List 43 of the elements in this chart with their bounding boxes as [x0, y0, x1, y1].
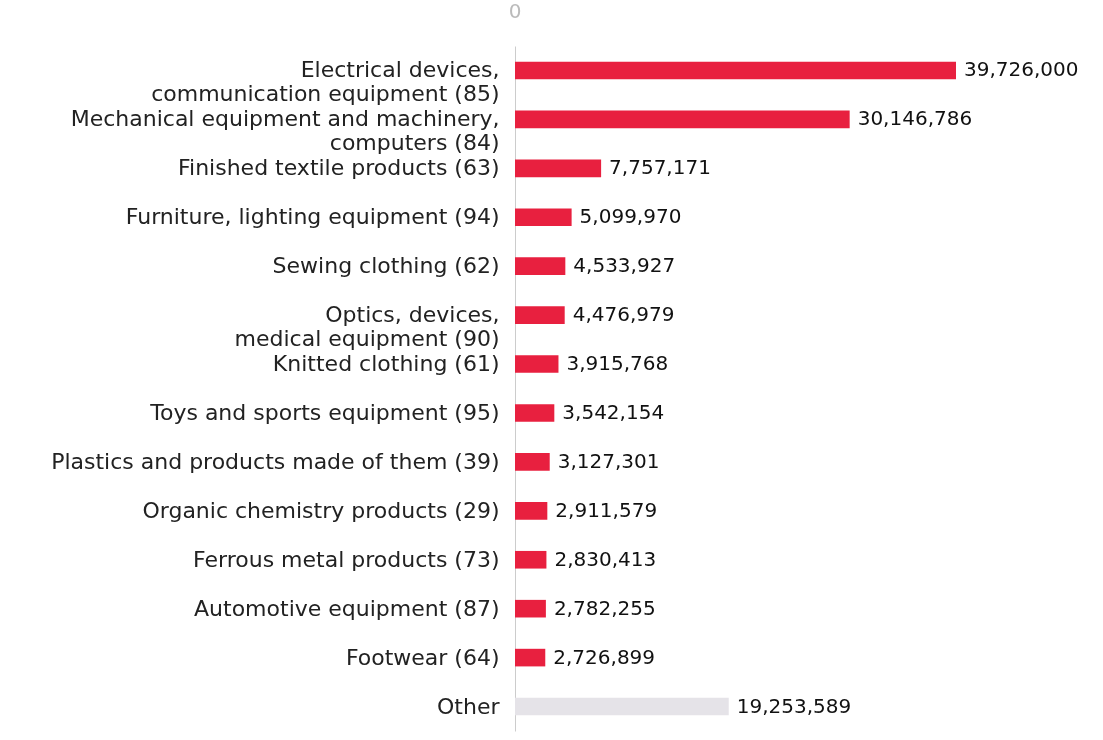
y-tick-label: Other	[437, 693, 501, 719]
bar	[515, 208, 572, 227]
y-tick-label: Footwear (64)	[345, 644, 500, 670]
data-label: 2,782,255	[553, 595, 656, 620]
data-label: 30,146,786	[857, 106, 973, 131]
data-label: 39,726,000	[964, 57, 1079, 82]
bar	[515, 159, 602, 178]
y-tick-label: Ferrous metal products (73)	[193, 546, 500, 572]
y-tick-label: Mechanical equipment and machinery, computers (84)	[70, 106, 500, 156]
bar	[515, 599, 546, 618]
bar	[515, 110, 850, 129]
data-label: 2,726,899	[553, 644, 656, 669]
bar	[515, 306, 565, 324]
bar	[515, 355, 559, 373]
data-label: 3,127,301	[557, 448, 660, 473]
y-tick-label: Furniture, lighting equipment (94)	[125, 204, 500, 230]
data-label: 4,476,979	[572, 302, 675, 327]
bar	[515, 453, 550, 471]
data-label: 4,533,927	[573, 253, 676, 278]
bar	[515, 61, 956, 80]
y-tick-label: Finished textile products (63)	[177, 155, 500, 181]
bar	[515, 502, 548, 520]
data-label: 5,099,970	[579, 204, 682, 229]
data-label: 7,757,171	[609, 155, 711, 180]
data-label: 3,915,768	[566, 351, 669, 376]
y-tick-label: Organic chemistry products (29)	[142, 497, 500, 523]
y-tick-label: Sewing clothing (62)	[272, 253, 500, 279]
data-label: 3,542,154	[562, 399, 665, 424]
y-tick-label: Toys and sports equipment (95)	[149, 399, 500, 425]
data-label: 2,911,579	[555, 497, 658, 522]
text: 0	[508, 0, 522, 23]
data-label: 19,253,589	[736, 693, 852, 718]
bar	[515, 697, 729, 716]
y-tick-label: Optics, devices, medical equipment (90)	[234, 302, 500, 352]
bar	[515, 550, 547, 569]
bar	[515, 404, 555, 422]
y-tick-label: Knitted clothing (61)	[272, 351, 500, 377]
data-label: 2,830,413	[554, 546, 657, 571]
y-tick-label: Electrical devices, communication equipment (85)	[151, 57, 500, 107]
y-tick-label: Plastics and products made of them (39)	[51, 448, 500, 474]
bar	[515, 648, 546, 667]
y-tick-label: Automotive equipment (87)	[194, 595, 500, 621]
bar	[515, 257, 566, 275]
